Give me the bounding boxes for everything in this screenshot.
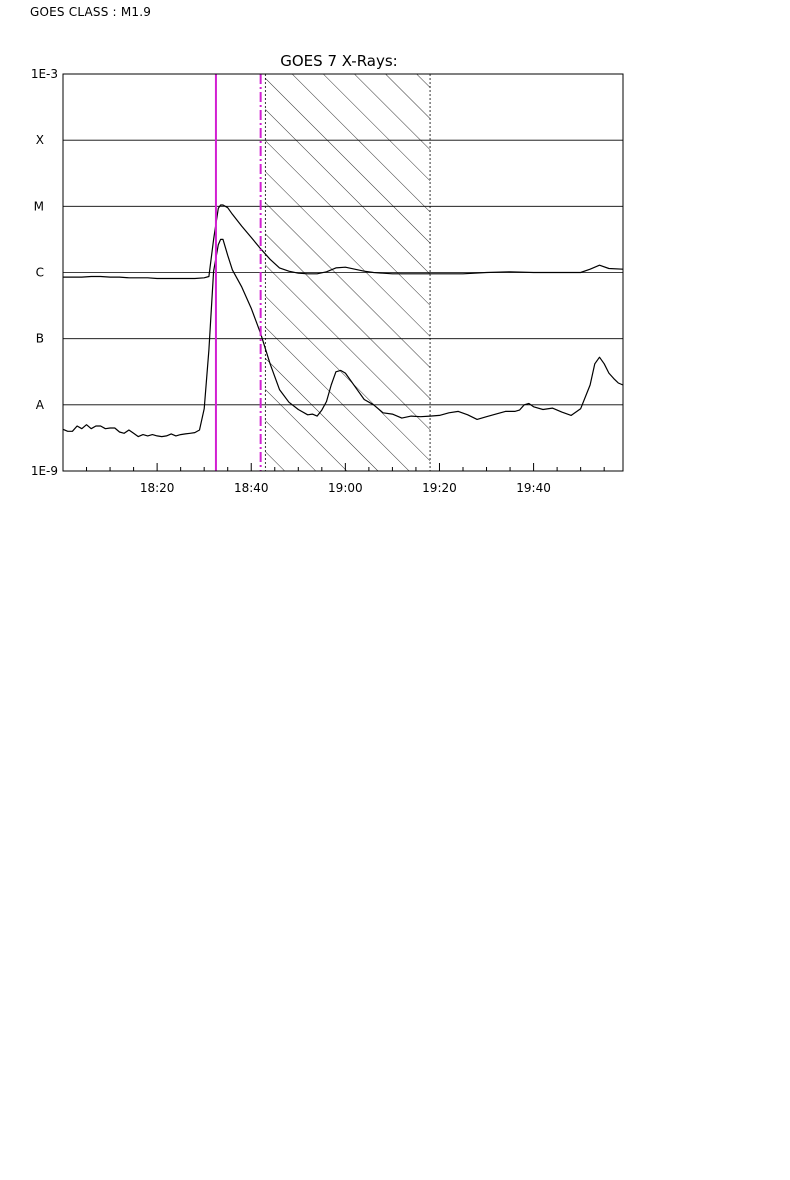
series-line-1 [63,204,624,280]
y-tick-label: X [36,133,44,147]
y-tick-label: 1E-3 [31,67,58,81]
series-line-2 [62,238,624,438]
x-tick-label: 19:40 [516,481,551,495]
x-tick-label: 18:40 [234,481,269,495]
y-tick-label: B [36,332,44,346]
marker-layer [214,74,262,471]
axis-layer: 1E-3 X M C B A 1E-9 18:20 18:40 19:00 19:20 19:40 [31,67,605,495]
plot-frame [62,73,624,472]
y-tick-label: A [36,398,45,412]
gridline-layer [63,139,623,406]
x-tick-label: 18:20 [140,481,175,495]
goes-class-label: GOES CLASS : M1.9 [30,5,152,19]
series-layer [62,204,624,438]
x-tick-label: 19:20 [422,481,457,495]
chart-title: GOES 7 X-Rays: [280,52,397,70]
y-tick-label: C [36,266,44,280]
x-tick-label: 19:00 [328,481,363,495]
y-tick-label: 1E-9 [31,464,58,478]
y-tick-label: M [34,199,44,213]
